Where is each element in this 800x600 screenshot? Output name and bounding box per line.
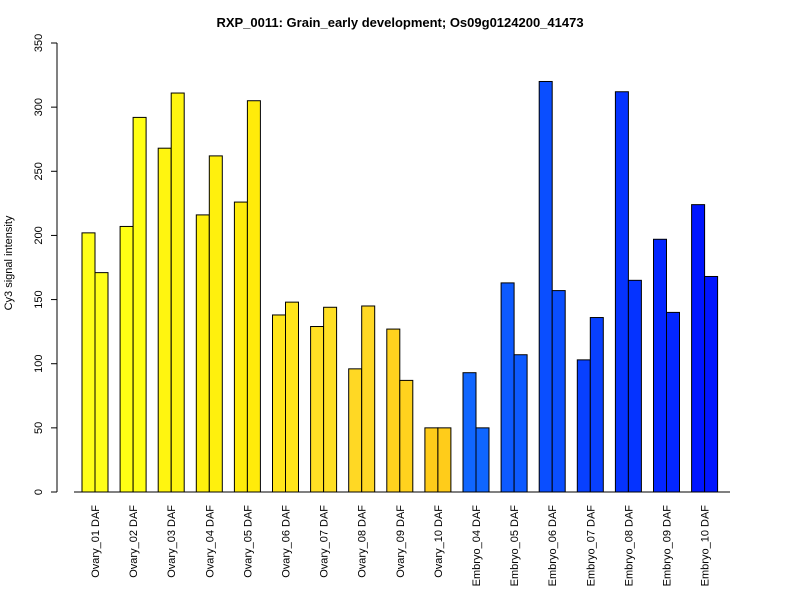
x-tick-label: Embryo_06 DAF	[547, 505, 559, 587]
bar-ovary-10-daf-1	[424, 427, 439, 493]
y-tick-label: 0	[33, 489, 45, 495]
bar-embryo-08-daf-1	[614, 91, 629, 493]
bar-embryo-06-daf-2	[551, 290, 566, 493]
bar-embryo-08-daf-2	[627, 279, 642, 493]
bar-embryo-04-daf-2	[475, 427, 490, 493]
chart-title: RXP_0011: Grain_early development; Os09g…	[216, 15, 583, 30]
x-tick-label: Ovary_01 DAF	[90, 505, 102, 578]
bar-ovary-02-daf-1	[119, 225, 134, 493]
bar-ovary-06-daf-2	[285, 301, 299, 493]
bar-embryo-09-daf-1	[653, 238, 667, 493]
bar-embryo-10-daf-2	[704, 275, 719, 493]
bar-ovary-08-daf-1	[348, 368, 363, 493]
x-tick-label: Ovary_04 DAF	[204, 505, 216, 578]
bar-embryo-05-daf-2	[513, 354, 528, 493]
x-tick-label: Embryo_09 DAF	[662, 505, 674, 587]
x-tick-label: Embryo_10 DAF	[700, 505, 712, 587]
y-tick-label: 100	[33, 355, 45, 373]
x-tick-label: Embryo_04 DAF	[471, 505, 483, 587]
bar-embryo-07-daf-1	[576, 359, 591, 493]
y-tick-label: 300	[33, 98, 45, 116]
x-tick-label: Ovary_05 DAF	[242, 505, 254, 578]
x-tick-label: Embryo_07 DAF	[585, 505, 597, 587]
bar-ovary-04-daf-2	[208, 155, 223, 493]
bar-embryo-10-daf-1	[691, 204, 706, 493]
x-tick-label: Ovary_09 DAF	[395, 505, 407, 578]
bar-embryo-06-daf-1	[538, 80, 553, 493]
bar-ovary-03-daf-1	[157, 147, 172, 493]
y-tick-label: 350	[33, 34, 45, 52]
bars-group	[81, 80, 719, 493]
x-tick-label: Ovary_03 DAF	[166, 505, 178, 578]
bar-embryo-05-daf-1	[500, 282, 515, 493]
x-tick-label: Ovary_07 DAF	[319, 505, 331, 578]
y-axis: 0 50 100 150 200 250 300 350	[33, 34, 58, 495]
bar-ovary-09-daf-2	[399, 379, 414, 493]
bar-ovary-08-daf-2	[361, 305, 376, 493]
bar-ovary-09-daf-1	[386, 328, 401, 493]
bar-ovary-03-daf-2	[170, 92, 185, 493]
bar-ovary-01-daf-2	[94, 272, 109, 493]
bar-ovary-07-daf-1	[310, 326, 325, 493]
bar-embryo-09-daf-2	[666, 311, 680, 493]
bar-embryo-04-daf-1	[462, 372, 477, 493]
y-tick-label: 250	[33, 162, 45, 180]
x-tick-label: Ovary_08 DAF	[357, 505, 369, 578]
x-tick-label: Embryo_05 DAF	[509, 505, 521, 587]
x-axis-labels: Ovary_01 DAF Ovary_02 DAF Ovary_03 DAF Ovar…	[90, 505, 712, 587]
y-tick-label: 150	[33, 290, 45, 308]
bar-embryo-07-daf-2	[589, 317, 604, 493]
x-tick-label: Ovary_06 DAF	[281, 505, 293, 578]
bar-ovary-07-daf-2	[323, 306, 338, 493]
bar-ovary-10-daf-2	[437, 427, 452, 493]
y-tick-label: 200	[33, 226, 45, 244]
bar-ovary-01-daf-1	[81, 232, 96, 493]
bar-ovary-05-daf-1	[233, 201, 248, 493]
bar-ovary-04-daf-1	[195, 214, 210, 493]
bar-ovary-02-daf-2	[132, 116, 147, 493]
y-axis-label: Cy3 signal intensity	[3, 215, 15, 310]
x-tick-label: Ovary_10 DAF	[433, 505, 445, 578]
bar-ovary-06-daf-1	[272, 314, 286, 493]
y-tick-label: 50	[33, 422, 45, 434]
x-tick-label: Embryo_08 DAF	[623, 505, 635, 587]
bar-ovary-05-daf-2	[246, 100, 261, 493]
x-tick-label: Ovary_02 DAF	[128, 505, 140, 578]
